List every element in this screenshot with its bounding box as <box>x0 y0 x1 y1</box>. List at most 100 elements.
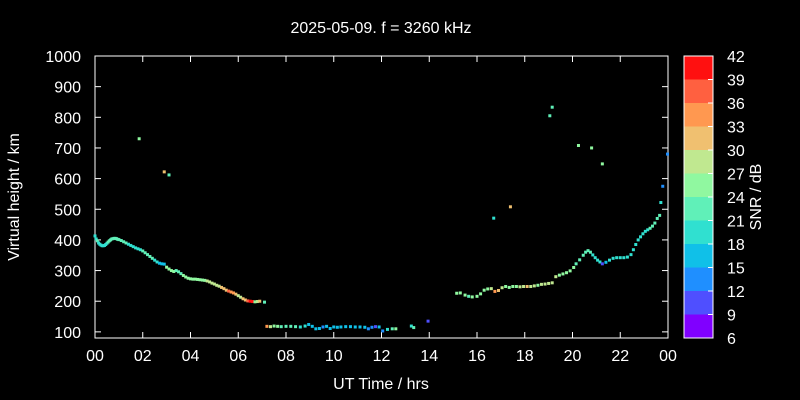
x-tick-label: 12 <box>373 348 391 365</box>
colorbar-tick-label: 24 <box>727 190 745 207</box>
data-point <box>205 279 209 283</box>
colorbar-segment <box>684 150 713 174</box>
colorbar-tick-label: 12 <box>727 284 745 301</box>
data-point <box>581 253 585 257</box>
x-tick-label: 22 <box>611 348 629 365</box>
data-point <box>203 278 207 282</box>
data-point <box>272 324 276 328</box>
data-point <box>179 272 183 276</box>
data-point <box>590 146 594 150</box>
data-point <box>390 327 394 331</box>
colorbar-segment <box>684 314 713 338</box>
y-tick-label: 300 <box>54 264 81 281</box>
data-point <box>157 261 161 265</box>
y-tick-label: 800 <box>54 110 81 127</box>
data-point <box>239 295 243 299</box>
data-point <box>561 272 565 276</box>
data-point <box>493 289 497 293</box>
data-point <box>95 239 99 243</box>
x-tick-label: 20 <box>564 348 582 365</box>
data-point <box>385 327 389 331</box>
data-point <box>565 271 569 275</box>
data-point <box>479 292 483 296</box>
data-point <box>224 288 228 292</box>
data-point <box>138 248 142 252</box>
data-point <box>643 229 647 233</box>
data-point <box>198 278 202 282</box>
data-point <box>622 256 626 260</box>
data-point <box>303 324 307 328</box>
data-point <box>248 299 252 303</box>
y-tick-label: 600 <box>54 172 81 189</box>
data-point <box>568 269 572 273</box>
colorbar-segment <box>684 173 713 197</box>
data-point <box>126 242 130 246</box>
data-point <box>146 253 150 257</box>
data-point <box>618 256 622 260</box>
data-point <box>629 253 633 257</box>
data-point <box>455 291 459 295</box>
data-point <box>94 237 98 241</box>
data-point <box>289 324 293 328</box>
colorbar-tick-label: 6 <box>727 331 736 348</box>
data-point <box>160 262 164 266</box>
y-axis-label: Virtual height / km <box>6 133 23 261</box>
data-point <box>370 325 374 329</box>
data-point <box>119 239 123 243</box>
data-point <box>641 232 645 236</box>
data-point <box>500 286 504 290</box>
data-point <box>136 247 140 251</box>
data-point <box>241 297 245 301</box>
data-point <box>177 270 181 274</box>
data-point <box>222 287 226 291</box>
colorbar-tick-label: 21 <box>727 214 745 231</box>
data-point <box>122 240 126 244</box>
data-point <box>191 277 195 281</box>
data-point <box>181 273 185 277</box>
data-point <box>317 326 321 330</box>
data-point <box>576 144 580 148</box>
data-point <box>548 114 552 118</box>
data-point <box>653 221 657 225</box>
x-axis-ticks: 00 02 04 06 08 10 12 14 16 18 20 22 00 <box>86 56 677 365</box>
data-point <box>167 267 171 271</box>
data-point <box>217 284 221 288</box>
data-point <box>186 276 190 280</box>
data-point <box>124 241 128 245</box>
data-point <box>141 249 145 253</box>
data-point <box>655 216 659 220</box>
data-point <box>381 329 385 333</box>
data-point <box>353 325 357 329</box>
colorbar-tick-label: 30 <box>727 143 745 160</box>
data-point <box>611 256 615 260</box>
data-point <box>639 235 643 239</box>
data-point <box>339 325 343 329</box>
data-point <box>547 281 551 285</box>
data-point <box>584 250 588 254</box>
data-point <box>155 260 159 264</box>
data-point <box>358 325 362 329</box>
data-point <box>298 325 302 329</box>
x-tick-label: 18 <box>516 348 534 365</box>
data-point <box>518 285 522 289</box>
colorbar-tick-label: 39 <box>727 73 745 90</box>
data-point <box>508 205 512 209</box>
data-point <box>200 278 204 282</box>
data-point <box>615 256 619 260</box>
data-point <box>227 289 231 293</box>
data-point <box>314 327 318 331</box>
data-point <box>604 260 608 264</box>
data-point <box>525 285 529 289</box>
data-point <box>578 258 582 262</box>
data-point <box>574 262 578 266</box>
data-point <box>550 105 554 109</box>
data-point <box>511 285 515 289</box>
data-point <box>409 324 413 328</box>
data-point <box>117 238 121 242</box>
data-point <box>363 325 367 329</box>
data-point <box>253 300 257 304</box>
data-point <box>268 325 272 329</box>
y-tick-label: 400 <box>54 233 81 250</box>
data-point <box>189 277 192 281</box>
y-tick-label: 100 <box>54 325 81 342</box>
